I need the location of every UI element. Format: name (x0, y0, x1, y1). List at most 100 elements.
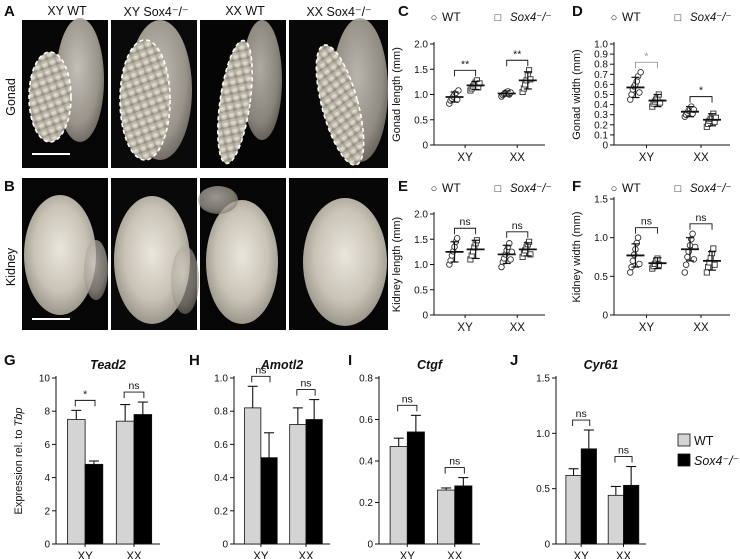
significance-bracket (689, 96, 713, 103)
legend-label-ko: Sox4⁻/⁻ (690, 183, 732, 195)
bar-wt (389, 446, 408, 545)
panel-label: D (572, 3, 583, 20)
chart-j: J 0 0.5 1.0 1.5 XY XX Cyr61 ns ns WT Sox4⁻/⁻ (510, 352, 739, 559)
data-point-ko (526, 238, 533, 245)
x-tick-label: XX (510, 152, 526, 164)
legend-label-wt: WT (622, 181, 641, 195)
y-tick-label: 0 (422, 141, 428, 152)
panel-label: F (572, 178, 581, 195)
legend-symbol-wt: ○ (611, 12, 618, 24)
data-point-wt (637, 69, 644, 76)
panel-label: H (189, 352, 200, 369)
chart-c: C 0 0.5 1.0 1.5 2.0 XY XX Gonad length (mm) ○ WT □ S… (391, 3, 552, 164)
chart-title: Cyr61 (584, 358, 619, 372)
y-tick-label: 2.0 (414, 210, 428, 221)
y-tick-label: 0.6 (594, 80, 608, 91)
y-tick-label: 1.5 (414, 235, 428, 246)
y-tick-label: 0.4 (359, 457, 373, 468)
y-tick-label: 2.0 (414, 40, 428, 51)
panel-label: C (398, 3, 409, 20)
significance-bracket (444, 467, 465, 474)
column-label-xx-wt: XX WT (225, 4, 265, 18)
x-tick-label: XX (447, 551, 463, 559)
y-tick-label: 1.0 (594, 40, 608, 51)
y-tick-label: 0 (44, 540, 50, 551)
chart-title: Tead2 (90, 358, 126, 372)
bar-ko (580, 448, 597, 545)
x-tick-label: XY (253, 551, 269, 559)
legend-label-ko: Sox4⁻/⁻ (510, 183, 552, 195)
x-tick-label: XX (693, 322, 709, 334)
y-tick-label: 0.2 (359, 498, 373, 509)
x-tick-label: XX (510, 322, 526, 334)
data-point-ko (711, 261, 718, 268)
y-axis-label: Kidney width (mm) (571, 211, 583, 302)
y-tick-label: 0.2 (594, 120, 608, 131)
data-point-wt (684, 253, 691, 261)
legend-label-ko: Sox4⁻/⁻ (694, 454, 739, 468)
panel-label: I (348, 352, 352, 369)
bar-wt (115, 420, 135, 545)
legend-symbol-ko: □ (495, 183, 502, 195)
y-tick-label: 0.5 (414, 115, 428, 126)
data-point-wt (689, 230, 696, 238)
data-point-wt (636, 89, 643, 96)
significance-label: ns (402, 393, 413, 405)
y-tick-label: 1.0 (214, 374, 228, 385)
data-point-wt (682, 261, 690, 268)
significance-label: ns (449, 456, 460, 468)
data-point-wt (629, 257, 637, 265)
y-tick-label: 0 (544, 540, 550, 551)
data-point-wt (507, 256, 514, 263)
y-axis-label: Gonad width (mm) (571, 49, 583, 139)
y-tick-label: 0 (422, 311, 428, 322)
significance-bracket (296, 389, 316, 396)
photo-panels (22, 18, 388, 330)
legend-symbol-ko: □ (675, 183, 682, 195)
y-tick-label: 0.1 (594, 130, 608, 141)
significance-label: ns (618, 445, 629, 457)
bar-wt (244, 407, 262, 545)
y-tick-label: 0.6 (359, 415, 373, 426)
legend-swatch-wt (677, 433, 691, 447)
data-point-ko (710, 245, 717, 252)
column-label-xx-sox4: XX Sox4⁻/⁻ (306, 5, 372, 19)
data-point-wt (627, 269, 634, 276)
legend-label-wt: WT (442, 181, 461, 195)
y-tick-label: 1.0 (414, 260, 428, 271)
y-tick-label: 2 (44, 506, 50, 517)
y-tick-label: 8 (44, 407, 50, 418)
legend-symbol-wt: ○ (431, 183, 438, 195)
significance-bracket (123, 391, 145, 399)
significance-label: ns (512, 220, 523, 232)
x-tick-label: XY (639, 152, 655, 164)
y-tick-label: 0.4 (594, 100, 608, 111)
significance-bracket (689, 223, 713, 230)
y-tick-label: 6 (44, 440, 50, 451)
y-tick-label: 0.9 (594, 50, 608, 61)
chart-d: D 00.10.20.30.40.50.60.70.80.91.0 XY XX Gona… (571, 3, 732, 164)
y-tick-label: 0.2 (214, 506, 228, 517)
x-tick-label: XX (616, 551, 632, 559)
legend-swatch-ko (677, 453, 691, 467)
significance-bracket (572, 419, 591, 427)
y-tick-label: 0 (367, 540, 373, 551)
x-tick-label: XY (400, 551, 416, 559)
y-tick-label: 0.8 (359, 374, 373, 385)
significance-bracket (506, 231, 529, 238)
legend-symbol-wt: ○ (611, 183, 618, 195)
y-tick-label: 0.3 (594, 110, 608, 121)
legend-label-wt: WT (622, 10, 641, 24)
significance-label: * (83, 388, 87, 400)
y-tick-label: 1.5 (536, 374, 550, 385)
significance-bracket (454, 227, 477, 235)
y-tick-label: 0.6 (214, 440, 228, 451)
y-tick-label: 4 (44, 473, 50, 484)
bar-wt (289, 424, 307, 545)
x-tick-label: XY (457, 152, 473, 164)
bar-wt (437, 489, 456, 545)
panel-label: E (398, 178, 408, 195)
bar-ko (406, 431, 425, 545)
y-tick-label: 1.5 (414, 65, 428, 76)
